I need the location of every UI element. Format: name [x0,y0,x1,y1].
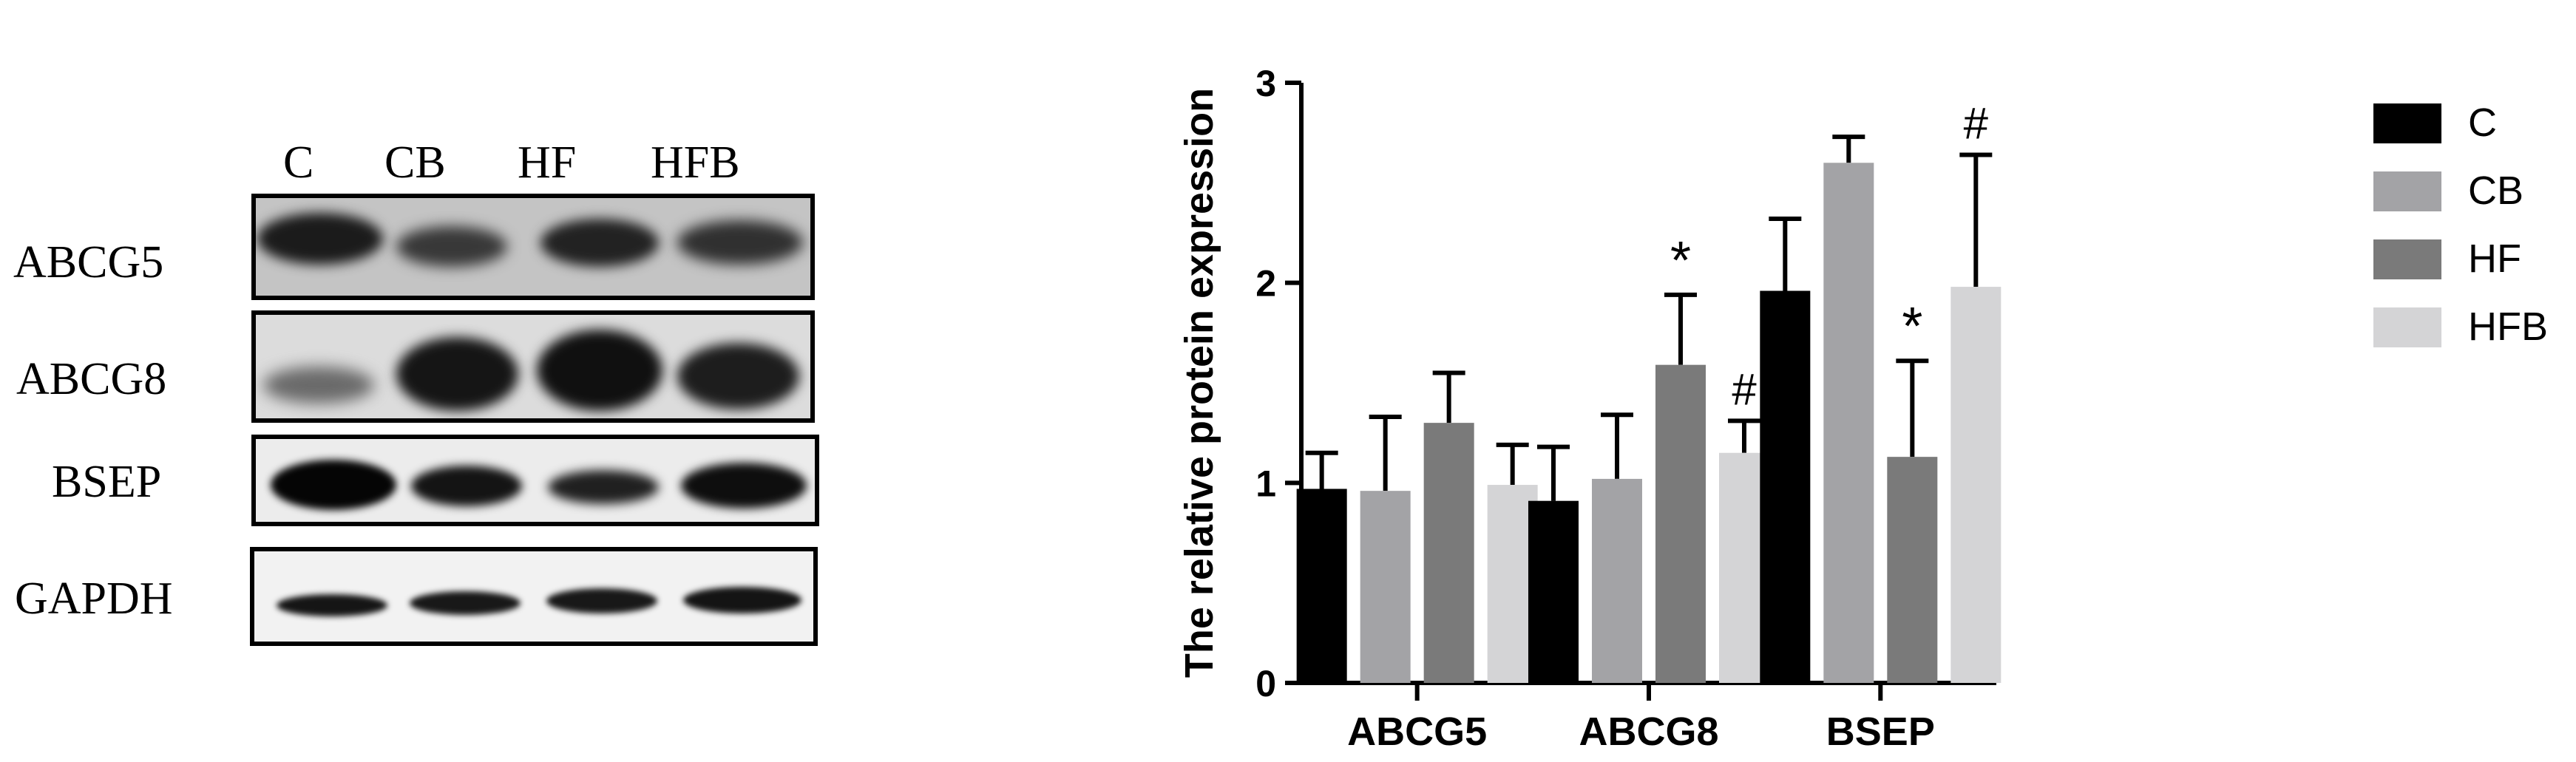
bar-cb-bsep [1823,163,1874,683]
x-tick-label-2: BSEP [1826,710,1935,754]
row-label-abcg8: ABCG8 [16,354,167,404]
bar-c-abcg5 [1296,489,1347,683]
band-abcg8-hfb [677,343,799,409]
legend-label-hfb: HFB [2468,305,2548,349]
bar-cb-abcg5 [1360,491,1411,683]
row-label-abcg5: ABCG5 [13,237,164,288]
blot-box-abcg8 [251,310,815,423]
bar-hfb-bsep [1950,287,2002,684]
band-abcg5-hfb [677,220,803,265]
lane-label-c: C [283,137,314,188]
band-bsep-hfb [681,463,807,508]
band-abcg8-hf [537,330,662,411]
row-label-gapdh: GAPDH [15,574,173,624]
significance-marker-1-2: * [1670,231,1691,290]
bar-chart-svg: 0 1 2 3 The relative protein expression ABCG5… [1177,63,2548,754]
blot-box-bsep [251,435,819,526]
band-abcg8-c [263,367,374,404]
band-bsep-hf [548,470,659,504]
blot-box-gapdh [250,547,818,646]
band-abcg8-cb [396,337,518,411]
bar-chart: 0 1 2 3 The relative protein expression ABCG5… [1153,0,2576,762]
significance-marker-2-2: * [1902,297,1922,356]
lane-label-hf: HF [518,137,577,188]
band-gapdh-hfb [683,587,801,613]
y-axis-label: The relative protein expression [1177,88,1221,678]
western-blot-panel: C CB HF HFB ABCG5 ABCG8 BSEP GAPDH [0,0,843,762]
y-tick-label-1: 1 [1255,463,1276,504]
y-tick-label-0: 0 [1255,663,1276,704]
bar-c-bsep [1760,290,1811,683]
bar-c-abcg8 [1528,500,1579,683]
band-abcg5-c [257,213,383,265]
x-tick-label-0: ABCG5 [1347,710,1487,754]
bar-hf-abcg8 [1655,364,1706,683]
legend-swatch-cb [2373,171,2441,211]
blot-box-abcg5 [251,194,815,300]
band-abcg5-hf [540,219,659,267]
legend-swatch-c [2373,103,2441,143]
bar-hf-abcg5 [1423,423,1474,683]
x-tick-label-1: ABCG8 [1579,710,1718,754]
bar-cb-abcg8 [1592,478,1642,683]
band-gapdh-cb [410,591,521,615]
band-abcg5-cb [396,226,507,267]
row-label-bsep: BSEP [52,457,162,507]
significance-marker-2-3: # [1964,98,1989,148]
legend-swatch-hfb [2373,307,2441,347]
legend-label-c: C [2468,101,2497,145]
band-bsep-cb [411,466,522,506]
band-bsep-c [271,460,396,510]
y-tick-label-3: 3 [1255,63,1276,104]
lane-label-hfb: HFB [651,137,740,188]
legend-label-cb: CB [2468,169,2524,213]
band-gapdh-hf [546,588,657,613]
legend-label-hf: HF [2468,237,2521,281]
bar-hf-bsep [1887,457,1938,683]
lane-label-cb: CB [384,137,446,188]
significance-marker-1-3: # [1732,364,1757,414]
legend-swatch-hf [2373,239,2441,279]
y-tick-label-2: 2 [1255,263,1276,305]
band-gapdh-c [277,594,387,616]
